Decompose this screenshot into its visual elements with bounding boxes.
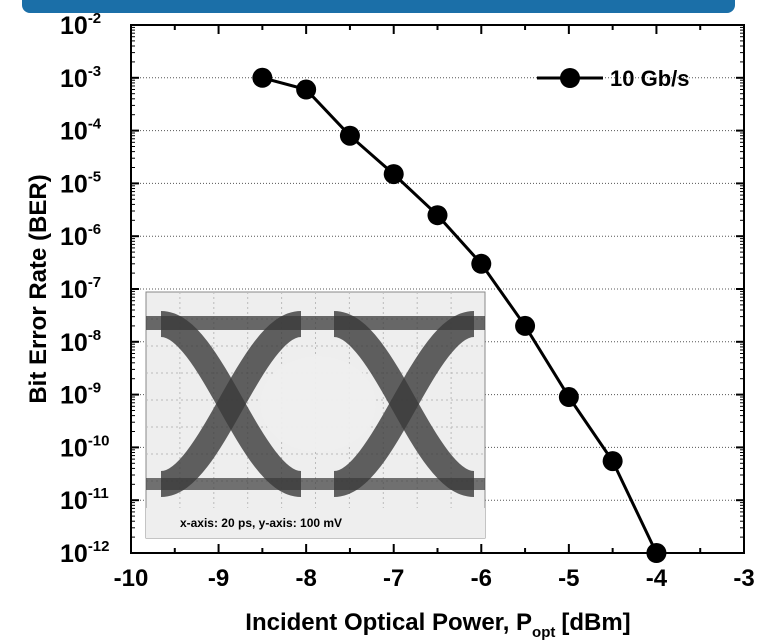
y-tick-label: 10-4	[60, 116, 102, 146]
legend-marker	[560, 68, 580, 88]
eye-inset-caption: x-axis: 20 ps, y-axis: 100 mV	[180, 516, 342, 530]
y-tick-label: 10-12	[60, 538, 110, 568]
y-tick-base: 10	[60, 65, 88, 93]
y-tick-base: 10	[60, 434, 88, 462]
x-tick-label: -9	[208, 565, 229, 592]
y-tick-exponent: -5	[88, 168, 101, 185]
legend-label: 10 Gb/s	[610, 66, 689, 91]
y-tick-exponent: -4	[88, 116, 102, 133]
y-tick-labels: 10-210-310-410-510-610-710-810-910-1010-…	[60, 10, 110, 568]
y-tick-base: 10	[60, 382, 88, 410]
data-point	[515, 315, 536, 336]
y-tick-exponent: -10	[88, 432, 110, 449]
data-point	[602, 451, 623, 472]
eye-upper-rail	[146, 316, 485, 330]
data-point	[646, 543, 667, 563]
y-tick-label: 10-10	[60, 432, 110, 462]
y-tick-exponent: -7	[88, 274, 101, 291]
y-tick-exponent: -8	[88, 327, 101, 344]
series-10gbps	[252, 67, 667, 563]
top-banner-bar	[22, 0, 735, 13]
y-tick-base: 10	[60, 12, 88, 40]
legend: 10 Gb/s	[537, 66, 689, 91]
y-tick-label: 10-5	[60, 168, 101, 198]
y-tick-exponent: -9	[88, 380, 101, 397]
data-point	[296, 79, 317, 100]
series-line	[261, 76, 658, 554]
y-tick-exponent: -2	[88, 10, 101, 27]
axis-ticks	[130, 24, 745, 554]
data-point	[427, 205, 448, 226]
x-tick-labels: -10 -9 -8 -7 -6 -5 -4 -3	[114, 565, 755, 592]
y-tick-label: 10-2	[60, 10, 101, 40]
data-point	[383, 164, 404, 185]
x-axis-label-subscript: opt	[532, 624, 555, 641]
x-tick-label: -7	[383, 565, 404, 592]
y-axis-label: Bit Error Rate (BER)	[25, 174, 52, 403]
y-tick-base: 10	[60, 276, 88, 304]
y-tick-exponent: -12	[88, 538, 110, 555]
y-tick-base: 10	[60, 170, 88, 198]
data-point	[252, 67, 273, 88]
y-tick-label: 10-6	[60, 221, 101, 251]
eye-lower-rail	[146, 478, 485, 490]
eye-opening	[260, 356, 376, 452]
y-tick-base: 10	[60, 223, 88, 251]
y-tick-base: 10	[60, 540, 88, 568]
y-tick-label: 10-7	[60, 274, 101, 304]
eye-rising-edge	[331, 311, 477, 497]
y-tick-base: 10	[60, 329, 88, 357]
eye-caption-bg	[146, 508, 485, 538]
x-axis-label-unit: [dBm]	[561, 609, 630, 636]
eye-diagram-inset: x-axis: 20 ps, y-axis: 100 mV	[145, 291, 486, 539]
x-tick-label: -6	[471, 565, 492, 592]
y-tick-label: 10-9	[60, 380, 101, 410]
y-tick-label: 10-8	[60, 327, 101, 357]
x-tick-label: -10	[114, 565, 149, 592]
data-point	[471, 253, 492, 274]
x-axis-label: Incident Optical Power, Popt [dBm]	[245, 609, 630, 641]
y-tick-base: 10	[60, 118, 88, 146]
y-tick-label: 10-3	[60, 63, 101, 93]
y-tick-exponent: -11	[88, 485, 109, 502]
eye-rising-edge	[158, 311, 304, 497]
x-tick-label: -3	[733, 565, 754, 592]
x-tick-label: -5	[558, 565, 579, 592]
x-tick-label: -4	[646, 565, 668, 592]
y-tick-label: 10-11	[60, 485, 109, 515]
x-axis-label-main: Incident Optical Power, P	[245, 609, 532, 636]
data-point	[558, 387, 579, 408]
data-point	[339, 125, 360, 146]
x-tick-label: -8	[295, 565, 316, 592]
y-tick-exponent: -6	[88, 221, 101, 238]
y-tick-base: 10	[60, 487, 88, 515]
y-tick-exponent: -3	[88, 63, 101, 80]
